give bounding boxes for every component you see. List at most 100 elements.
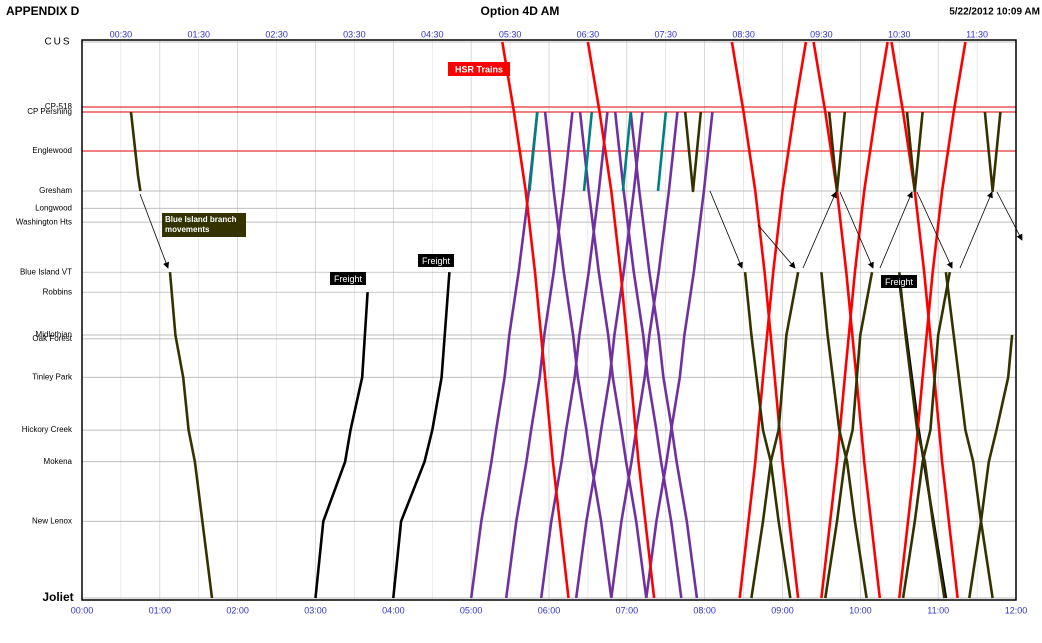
train-path <box>743 272 792 599</box>
x-tick-label: 05:00 <box>460 605 483 615</box>
train-path <box>392 272 451 599</box>
x2-tick-label: 08:30 <box>732 29 755 39</box>
x-tick-label: 09:00 <box>771 605 794 615</box>
annotation-box <box>330 272 366 285</box>
train-path <box>983 111 1002 193</box>
y-tick-label: Longwood <box>35 203 72 212</box>
arrow <box>839 191 874 269</box>
train-path <box>610 111 679 599</box>
annotation-box <box>448 62 510 76</box>
header-center: Option 4D AM <box>481 4 560 18</box>
annotation-box <box>162 213 246 237</box>
arrow <box>916 191 953 269</box>
train-path <box>621 111 632 192</box>
train-path <box>890 41 959 599</box>
y-tick-label: CUS <box>44 37 71 48</box>
x-tick-label: 03:00 <box>304 605 327 615</box>
train-path <box>504 111 574 599</box>
train-path <box>820 272 868 599</box>
train-path <box>582 111 594 192</box>
header-right: 5/22/2012 10:09 AM <box>949 7 1040 18</box>
annotation-box <box>418 254 454 267</box>
annotation-text: Freight <box>334 274 363 284</box>
x2-tick-label: 09:30 <box>810 29 833 39</box>
annotation-text: HSR Trains <box>455 64 503 74</box>
arrow <box>959 191 993 269</box>
movement-arrows <box>139 190 1023 269</box>
plot-frame <box>81 39 1017 601</box>
train-path <box>528 111 539 192</box>
arrow <box>802 191 837 269</box>
x-tick-label: 12:00 <box>1005 605 1028 615</box>
x-tick-label: 10:00 <box>849 605 872 615</box>
train-path <box>738 41 808 599</box>
annotation-line: movements <box>165 225 210 234</box>
x-tick-label: 06:00 <box>538 605 561 615</box>
train-path <box>314 292 369 599</box>
train-path <box>812 41 882 599</box>
y-tick-label: Mokena <box>44 457 73 466</box>
arrow <box>757 224 796 269</box>
train-path <box>824 271 874 599</box>
train-path <box>898 41 967 599</box>
train-path <box>820 41 889 599</box>
x-tick-label: 00:00 <box>71 605 94 615</box>
train-path <box>543 111 613 599</box>
y-tick-label: Washington Hts <box>16 217 72 226</box>
x-tick-label: 08:00 <box>693 605 716 615</box>
train-path <box>730 41 800 599</box>
arrow <box>996 191 1023 241</box>
train-path <box>944 272 994 599</box>
annotation-box <box>881 275 917 288</box>
train-path <box>539 111 609 599</box>
x-tick-label: 02:00 <box>226 605 249 615</box>
y-tick-label: Hickory Creek <box>22 425 73 434</box>
train-path <box>586 41 656 599</box>
y-tick-label: Robbins <box>43 287 72 296</box>
train-path <box>129 111 142 192</box>
x2-tick-label: 01:30 <box>187 29 210 39</box>
train-path <box>656 111 668 192</box>
train-path <box>613 111 683 599</box>
y-tick-label: Midlothian <box>36 330 72 339</box>
train-path <box>645 111 714 599</box>
y-tick-label: New Lenox <box>32 516 72 525</box>
train-path <box>629 111 699 599</box>
x2-tick-label: 03:30 <box>343 29 366 39</box>
train-path <box>683 111 703 193</box>
y-tick-label: CP Pershing <box>27 107 72 116</box>
train-path <box>827 111 847 193</box>
x2-tick-label: 02:30 <box>265 29 288 39</box>
y-tick-label: Blue Island VT <box>20 267 72 276</box>
x2-tick-label: 07:30 <box>654 29 677 39</box>
y-tick-label: Oak Forest <box>32 334 72 343</box>
annotation-line: Blue Island branch <box>165 215 237 224</box>
x2-tick-label: 11:30 <box>966 29 988 39</box>
x2-tick-label: 04:30 <box>421 29 444 39</box>
x-tick-label: 11:00 <box>927 605 949 615</box>
arrow <box>709 190 743 269</box>
train-path <box>469 111 539 599</box>
y-tick-label: Joliet <box>42 590 73 604</box>
x2-tick-label: 10:30 <box>888 29 911 39</box>
train-path <box>578 111 648 599</box>
x2-tick-label: 06:30 <box>577 29 600 39</box>
train-path <box>901 271 952 599</box>
y-tick-label: Englewood <box>32 146 72 155</box>
train-path <box>968 334 1014 599</box>
annotation-text: Freight <box>422 256 451 266</box>
annotation-text: Freight <box>885 277 914 287</box>
train-path <box>501 41 570 599</box>
y-tick-label: Gresham <box>39 186 72 195</box>
x2-tick-label: 00:30 <box>110 29 133 39</box>
train-path <box>168 272 214 599</box>
y-tick-label: CP-518 <box>45 102 73 111</box>
y-tick-label: Tinley Park <box>32 372 73 381</box>
train-path <box>574 111 644 599</box>
x-tick-label: 04:00 <box>382 605 405 615</box>
train-path <box>898 272 946 599</box>
x2-tick-label: 05:30 <box>499 29 522 39</box>
header-left: APPENDIX D <box>6 4 80 18</box>
